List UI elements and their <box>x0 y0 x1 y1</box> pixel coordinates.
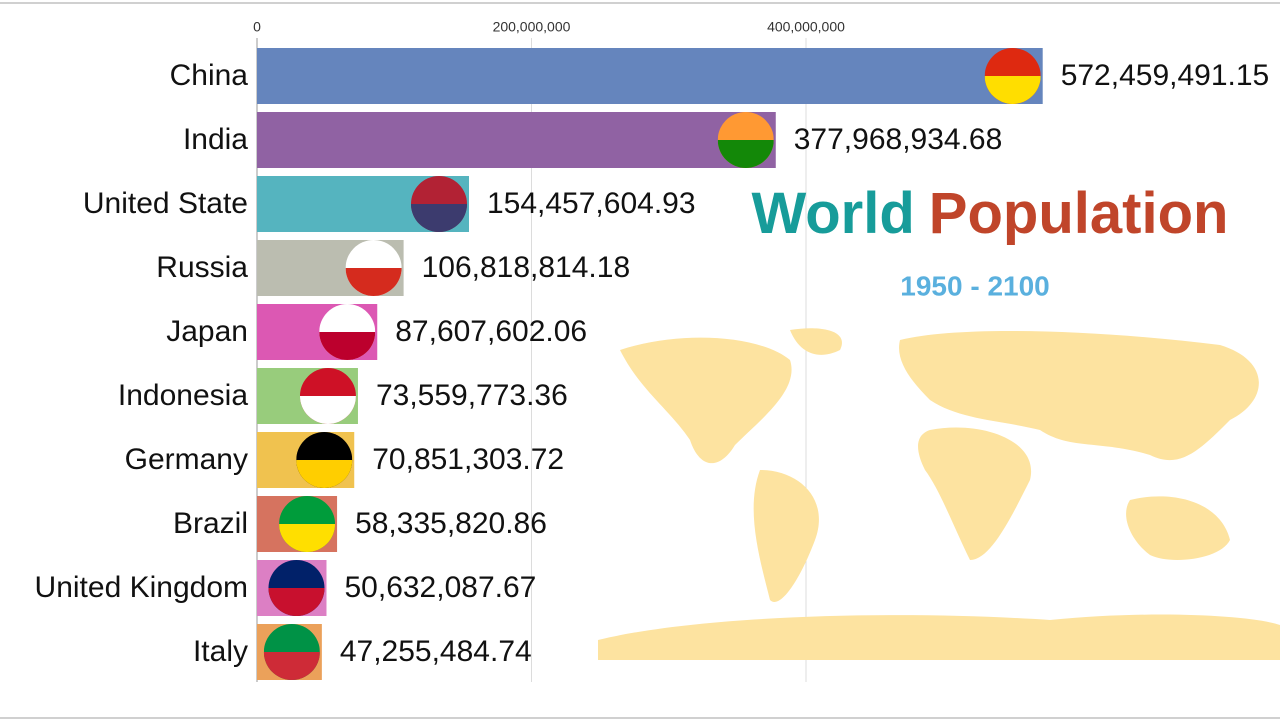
value-label: 154,457,604.93 <box>487 187 696 220</box>
value-label: 58,335,820.86 <box>355 507 547 540</box>
category-label: United Kingdom <box>35 571 248 604</box>
bar <box>257 112 776 168</box>
category-label: Japan <box>166 315 248 348</box>
value-label: 50,632,087.67 <box>344 571 536 604</box>
category-label: Brazil <box>173 507 248 540</box>
value-label: 70,851,303.72 <box>372 443 564 476</box>
chart-title: World Population <box>752 181 1229 246</box>
value-label: 73,559,773.36 <box>376 379 568 412</box>
flag <box>717 112 774 168</box>
category-label: Indonesia <box>118 379 248 412</box>
category-label: India <box>183 123 248 156</box>
title-part: Population <box>929 181 1229 246</box>
flag <box>345 240 402 296</box>
flag <box>299 368 356 424</box>
value-label: 377,968,934.68 <box>794 123 1003 156</box>
chart-subtitle: 1950 - 2100 <box>900 270 1049 301</box>
world-map <box>598 328 1280 660</box>
value-label: 572,459,491.15 <box>1061 59 1270 92</box>
x-tick-label: 400,000,000 <box>767 19 845 35</box>
category-label: Italy <box>193 635 248 668</box>
x-tick-label: 0 <box>253 19 261 35</box>
x-tick-label: 200,000,000 <box>493 19 571 35</box>
category-label: Russia <box>156 251 248 284</box>
value-label: 87,607,602.06 <box>395 315 587 348</box>
flag <box>279 496 336 552</box>
bar <box>257 48 1043 104</box>
flag <box>319 304 376 360</box>
flag <box>296 432 353 488</box>
flag <box>410 176 467 232</box>
flag <box>268 560 325 616</box>
category-label: China <box>170 59 249 92</box>
flag <box>984 48 1041 104</box>
category-label: Germany <box>125 443 248 476</box>
title-part: World <box>752 181 915 246</box>
value-label: 47,255,484.74 <box>340 635 532 668</box>
flag <box>263 624 320 680</box>
value-label: 106,818,814.18 <box>422 251 631 284</box>
category-label: United State <box>83 187 248 220</box>
